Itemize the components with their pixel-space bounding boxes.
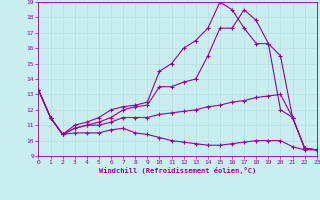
X-axis label: Windchill (Refroidissement éolien,°C): Windchill (Refroidissement éolien,°C) [99,167,256,174]
